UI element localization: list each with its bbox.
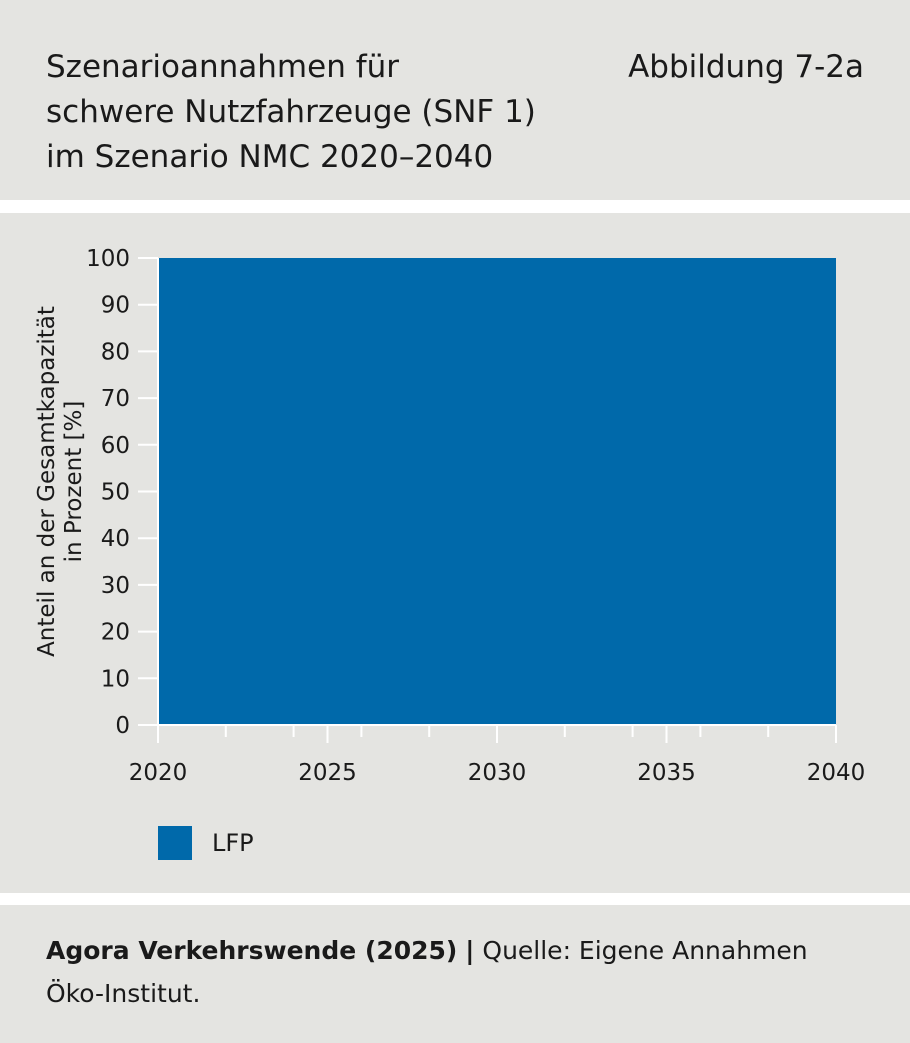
y-tick-label-60: 60 [101, 433, 130, 459]
y-tick-label-100: 100 [86, 246, 130, 272]
y-tick-label-10: 10 [101, 666, 130, 692]
header-panel: Szenarioannahmen für schwere Nutzfahrzeu… [0, 0, 910, 200]
x-tick-label-2030: 2030 [468, 760, 527, 786]
y-tick-label-50: 50 [101, 480, 130, 506]
x-tick-label-2040: 2040 [807, 760, 866, 786]
y-tick-label-30: 30 [101, 573, 130, 599]
y-axis-title-line-1: Anteil an der Gesamtkapazität [34, 306, 60, 657]
y-axis-title: Anteil an der Gesamtkapazitätin Prozent … [34, 306, 87, 657]
legend-swatch-lfp [158, 826, 192, 860]
chart-panel: 0 10 20 30 40 50 60 70 80 90 100 2020 2025 2030 2035 20… [0, 213, 910, 893]
footer-source-line: Agora Verkehrswende (2025) | Quelle: Eig… [46, 933, 808, 969]
footer-source-line-2: Öko-Institut. [46, 979, 201, 1008]
x-tick-label-2035: 2035 [637, 760, 696, 786]
chart-title-line-3: im Szenario NMC 2020–2040 [46, 139, 494, 175]
x-tick-label-2020: 2020 [129, 760, 188, 786]
y-tick-label-40: 40 [101, 526, 130, 552]
footer-separator: | [465, 936, 475, 965]
area-series-lfp [158, 258, 836, 725]
chart-title-line-1: Szenarioannahmen für [46, 49, 400, 85]
y-tick-label-20: 20 [101, 620, 130, 646]
legend: LFP [158, 826, 254, 860]
footer-source-text: Quelle: Eigene Annahmen [482, 936, 808, 965]
x-tick-label-2025: 2025 [298, 760, 357, 786]
footer-organization: Agora Verkehrswende (2025) [46, 936, 458, 965]
y-tick-label-80: 80 [101, 339, 130, 365]
y-tick-label-90: 90 [101, 293, 130, 319]
legend-label-lfp: LFP [212, 829, 254, 857]
footer-panel: Agora Verkehrswende (2025) | Quelle: Eig… [0, 905, 910, 1043]
figure-label: Abbildung 7-2a [628, 49, 864, 85]
chart-title-line-2: schwere Nutzfahrzeuge (SNF 1) [46, 94, 536, 130]
y-tick-label-0: 0 [115, 713, 130, 739]
y-axis-title-line-2: in Prozent [%] [61, 401, 87, 563]
y-tick-label-70: 70 [101, 386, 130, 412]
